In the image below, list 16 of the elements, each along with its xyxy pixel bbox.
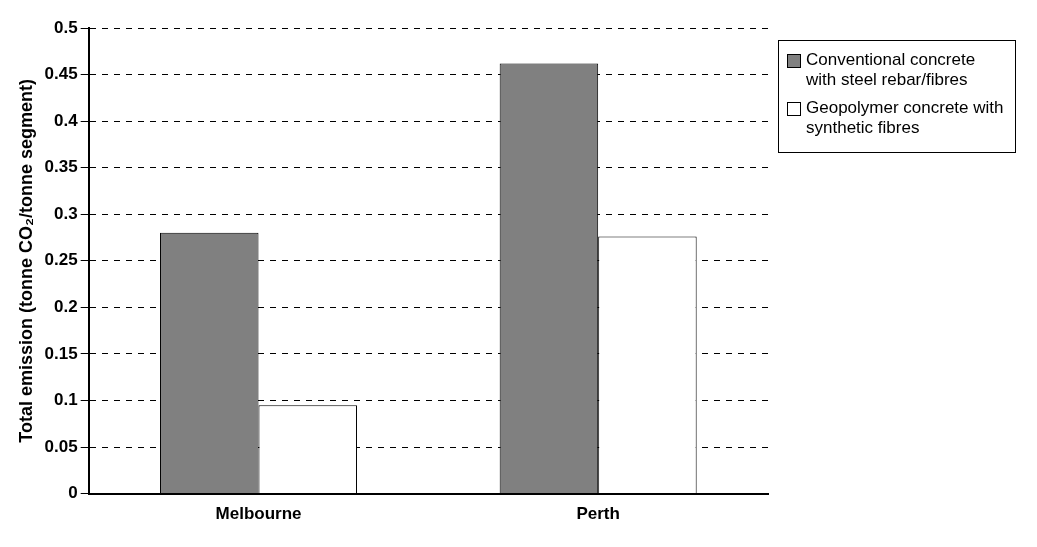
text: Geopolymer concrete with synthetic fibres bbox=[806, 98, 1005, 138]
y-tick-label: 0.5 bbox=[54, 17, 78, 37]
y-tick-label: 0.4 bbox=[54, 110, 79, 130]
y-tick-label: 0.45 bbox=[44, 64, 78, 84]
y-tick-label: 0.2 bbox=[54, 297, 78, 317]
y-tick-label: 0 bbox=[68, 483, 78, 503]
y-tick-label: 0.15 bbox=[44, 343, 78, 363]
y-tick-label: 0.25 bbox=[44, 250, 78, 270]
legend-label: Conventional concrete with steel rebar/fibres bbox=[806, 50, 977, 90]
y-tick-label: 0.35 bbox=[44, 157, 78, 177]
x-tick-label: Perth bbox=[576, 504, 620, 524]
y-tick-label: 0.05 bbox=[44, 436, 78, 456]
y-tick-label: 0.3 bbox=[54, 203, 78, 223]
x-tick-label: Melbourne bbox=[215, 504, 302, 524]
y-tick-label: 0.1 bbox=[54, 390, 78, 410]
y-axis-title: Total emission (tonne CO₂/tonne segment) bbox=[15, 78, 36, 443]
